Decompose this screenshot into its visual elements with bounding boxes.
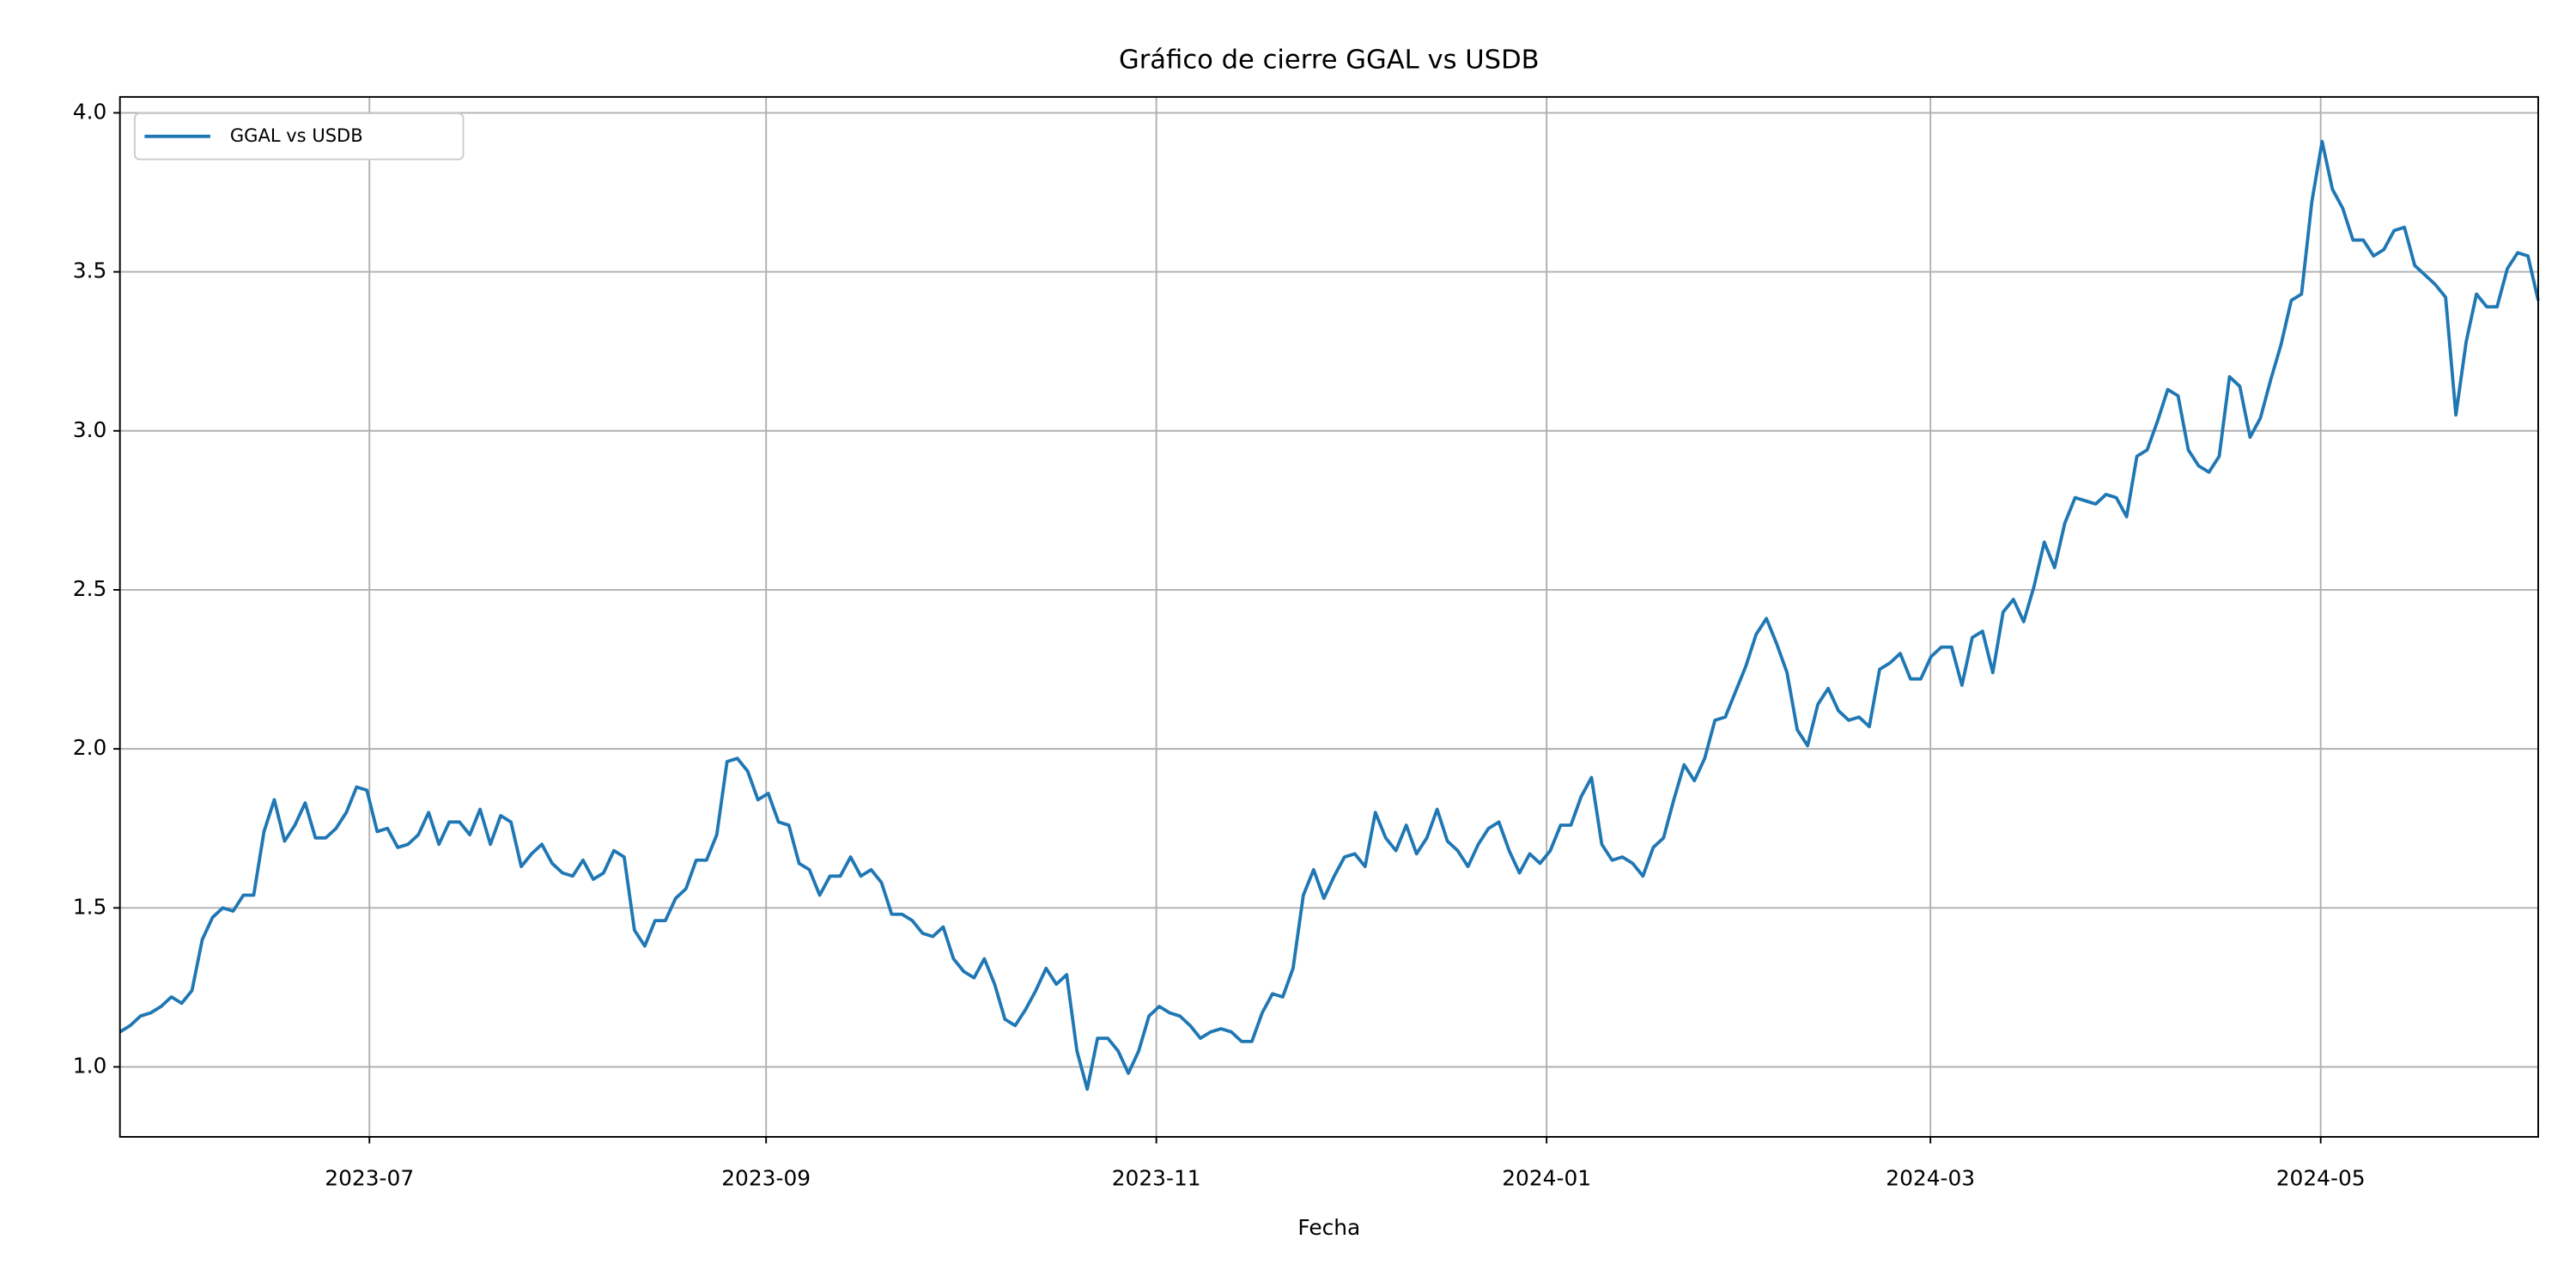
x-tick-label: 2024-01 bbox=[1502, 1166, 1591, 1191]
y-tick-label: 3.5 bbox=[73, 258, 107, 283]
x-tick-label: 2023-07 bbox=[325, 1166, 414, 1191]
x-axis-label: Fecha bbox=[1297, 1215, 1360, 1240]
x-tick-label: 2023-09 bbox=[721, 1166, 811, 1191]
y-tick-label: 4.0 bbox=[73, 99, 107, 124]
y-tick-label: 1.0 bbox=[73, 1053, 107, 1078]
legend-box bbox=[133, 112, 465, 161]
y-tick-label: 2.5 bbox=[73, 576, 107, 601]
chart-title: Gráfico de cierre GGAL vs USDB bbox=[1119, 45, 1540, 75]
y-tick-label: 3.0 bbox=[73, 417, 107, 442]
plot-frame bbox=[118, 95, 2539, 1138]
x-tick-label: 2024-05 bbox=[2276, 1166, 2366, 1191]
x-tick-label: 2023-11 bbox=[1112, 1166, 1201, 1191]
x-tick-label: 2024-03 bbox=[1886, 1166, 1975, 1191]
y-tick-label: 1.5 bbox=[73, 894, 107, 919]
y-tick-label: 2.0 bbox=[73, 735, 107, 760]
legend-label: GGAL vs USDB bbox=[230, 125, 363, 146]
data-line bbox=[118, 139, 2540, 1091]
